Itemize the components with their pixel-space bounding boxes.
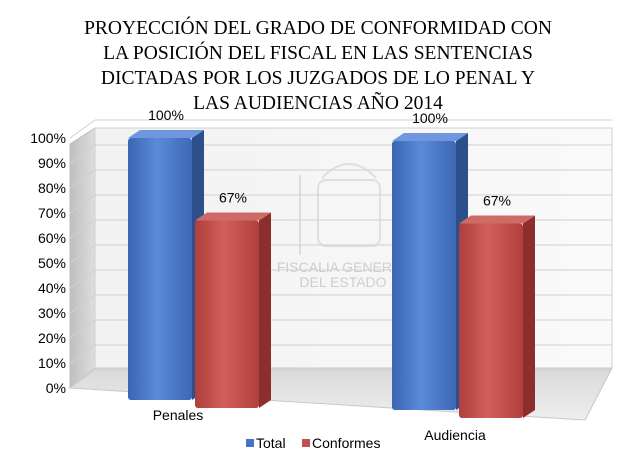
bar xyxy=(392,141,456,410)
bar-side xyxy=(523,215,535,418)
chart-title-line-2: LA POSICIÓN DEL FISCAL EN LAS SENTENCIAS xyxy=(103,42,533,64)
data-label: 100% xyxy=(148,107,184,123)
watermark-text-line-2: DEL ESTADO xyxy=(299,274,386,290)
bar-side xyxy=(259,212,271,408)
y-tick-label: 80% xyxy=(38,180,66,196)
watermark-text-line-1: FISCALIA GENERAL xyxy=(277,259,409,275)
bar-top xyxy=(392,133,468,141)
watermark-emblem: FISCALIA GENERAL DEL ESTADO xyxy=(277,163,409,290)
legend-label-conformes: Conformes xyxy=(312,435,380,451)
bar xyxy=(195,220,259,408)
data-label: 67% xyxy=(219,190,247,206)
bar-top xyxy=(128,130,204,138)
y-axis: 0% 10% 20% 30% 40% 50% 60% 70% 80% 90% 100% xyxy=(30,130,66,396)
x-axis: Penales Audiencia xyxy=(153,407,486,443)
data-label: 67% xyxy=(483,193,511,209)
y-tick-label: 0% xyxy=(46,380,66,396)
gridline xyxy=(69,119,612,139)
data-label: 100% xyxy=(412,110,448,126)
chart-title: PROYECCIÓN DEL GRADO DE CONFORMIDAD CON … xyxy=(84,17,552,114)
watermark-shield xyxy=(317,179,381,247)
side-wall xyxy=(69,127,96,390)
legend-swatch-conformes xyxy=(302,439,310,447)
y-tick-label: 10% xyxy=(38,355,66,371)
bar xyxy=(459,223,523,418)
data-labels: 100% 67% 100% 67% xyxy=(148,107,511,209)
y-tick-label: 100% xyxy=(30,130,66,146)
y-tick-label: 60% xyxy=(38,230,66,246)
y-tick-label: 90% xyxy=(38,155,66,171)
chart-title-line-1: PROYECCIÓN DEL GRADO DE CONFORMIDAD CON xyxy=(84,17,552,39)
y-tick-label: 30% xyxy=(38,305,66,321)
y-tick-label: 50% xyxy=(38,255,66,271)
legend-label-total: Total xyxy=(256,435,286,451)
y-tick-label: 40% xyxy=(38,280,66,296)
legend-swatch-total xyxy=(246,439,254,447)
chart-title-line-3: DICTADAS POR LOS JUZGADOS DE LO PENAL Y xyxy=(101,68,535,89)
bar xyxy=(128,138,192,400)
legend: Total Conformes xyxy=(246,435,380,451)
y-tick-label: 70% xyxy=(38,205,66,221)
bar-top xyxy=(459,215,535,224)
x-category-label: Penales xyxy=(153,407,204,423)
chart-title-line-4: LAS AUDIENCIAS AÑO 2014 xyxy=(193,92,443,114)
watermark-crown xyxy=(321,163,377,179)
bar-top xyxy=(195,212,271,221)
y-tick-label: 20% xyxy=(38,330,66,346)
x-category-label: Audiencia xyxy=(424,427,486,443)
bars xyxy=(128,130,535,418)
